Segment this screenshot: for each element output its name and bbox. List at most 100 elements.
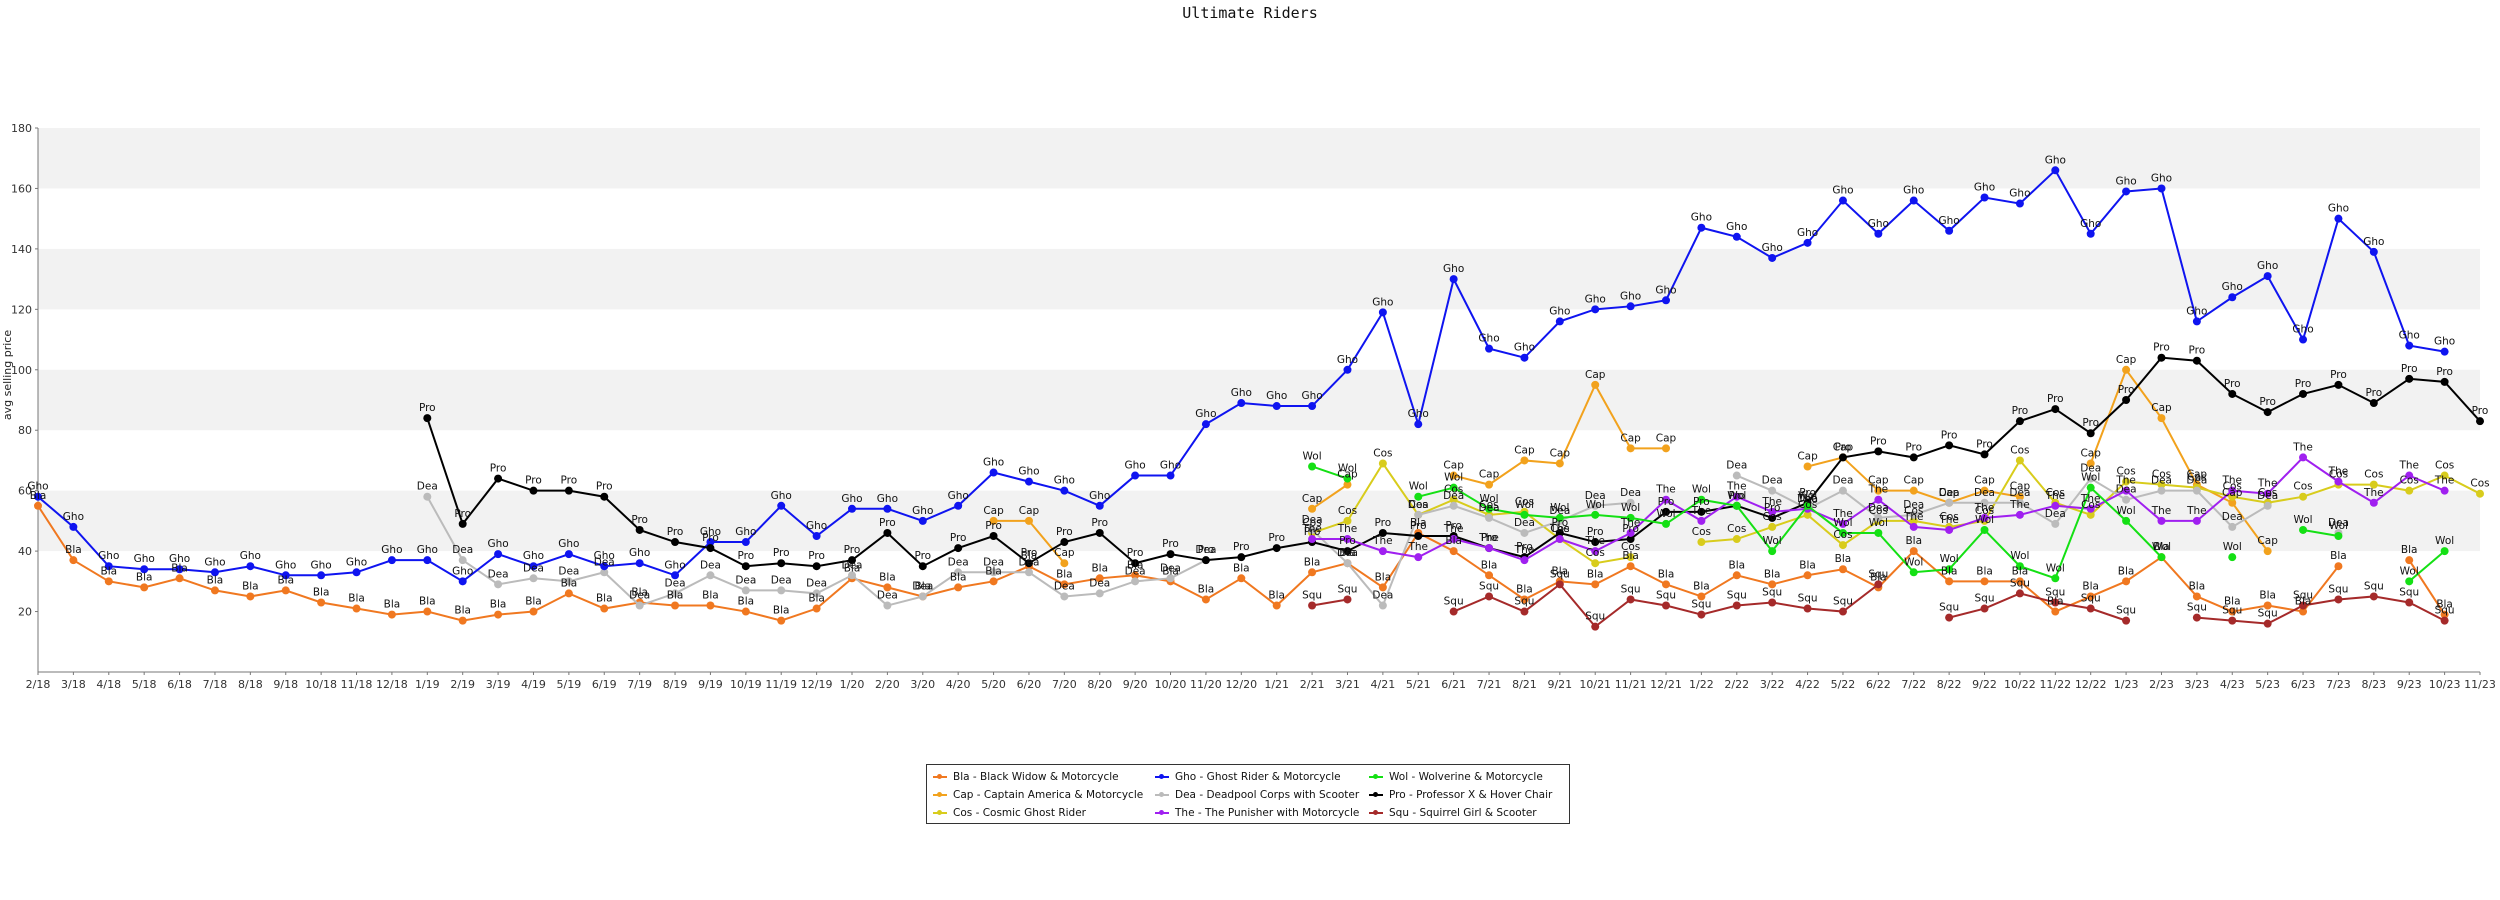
data-point [1697, 516, 1706, 525]
data-label: Pro [844, 544, 861, 556]
data-point [423, 414, 432, 423]
data-label: The [1832, 508, 1853, 520]
x-tick-label: 9/19 [698, 678, 723, 691]
data-point [600, 492, 609, 501]
data-point [1803, 501, 1812, 510]
data-label: Gho [1337, 354, 1358, 366]
data-label: Bla [1056, 568, 1073, 580]
data-point [2086, 504, 2095, 513]
data-label: Bla [773, 605, 790, 617]
data-label: Gho [983, 457, 1004, 469]
x-tick-label: 8/20 [1087, 678, 1112, 691]
data-point [2122, 516, 2131, 525]
data-label: Cap [2257, 535, 2278, 547]
data-point [1662, 507, 1670, 516]
data-label: Wol [1621, 502, 1640, 514]
data-label: Pro [596, 481, 613, 493]
data-label: Cos [2010, 444, 2029, 456]
data-label: Cap [1443, 460, 1464, 472]
data-point [1980, 604, 1989, 613]
data-label: The [2045, 490, 2066, 502]
x-tick-label: 12/19 [801, 678, 833, 691]
data-label: Dea [1018, 556, 1039, 568]
data-point [1591, 510, 1600, 519]
data-label: Squ [1337, 583, 1357, 595]
data-label: Pro [1233, 541, 1250, 553]
data-label: Cos [2046, 487, 2065, 499]
series-line [1311, 483, 1349, 510]
data-point [2192, 613, 2201, 622]
data-label: Pro [914, 550, 931, 562]
x-tick-label: 10/22 [2004, 678, 2036, 691]
data-point [1449, 535, 1458, 544]
data-label: Gho [948, 490, 969, 502]
data-label: The [2292, 441, 2313, 453]
data-point [741, 562, 750, 571]
data-point [1591, 501, 1600, 510]
data-label: Gho [1903, 185, 1924, 197]
data-point [1201, 556, 1210, 565]
x-tick-label: 1/23 [2114, 678, 2139, 691]
data-point [1697, 538, 1706, 547]
data-point [1662, 495, 1670, 504]
data-point [1662, 296, 1670, 305]
legend-label: The - The Punisher with Motorcycle [1175, 807, 1360, 819]
data-point [1591, 538, 1600, 547]
series-squ [1308, 580, 2449, 631]
data-point [2440, 616, 2449, 625]
data-point [1626, 302, 1635, 311]
data-label: Bla [2436, 599, 2453, 611]
x-tick-label: 7/20 [1052, 678, 1077, 691]
data-point [1732, 471, 1741, 480]
data-point [1768, 580, 1777, 589]
data-point [2405, 556, 2414, 565]
data-point [1874, 513, 1883, 522]
legend-swatch [933, 808, 947, 818]
data-point [1166, 574, 1175, 583]
data-point [1060, 486, 1069, 495]
legend-label: Dea - Deadpool Corps with Scooter [1175, 789, 1360, 801]
data-label: The [2080, 493, 2101, 505]
data-point [1024, 477, 1033, 486]
legend-item-the: The - The Punisher with Motorcycle [1155, 804, 1369, 822]
data-point [1308, 462, 1317, 471]
data-point [1095, 528, 1104, 537]
data-label: Pro [1339, 535, 1356, 547]
x-tick-label: 12/21 [1650, 678, 1682, 691]
x-tick-label: 12/22 [2075, 678, 2107, 691]
data-point [2440, 610, 2449, 619]
x-tick-label: 8/22 [1937, 678, 1962, 691]
point-labels: Bla Bla Bla Bla Bla Bla Bla Bla Bla Bla Bla Bla Bla B… [27, 154, 2489, 622]
data-point [1485, 571, 1494, 580]
data-point [2051, 519, 2060, 528]
data-point [1555, 535, 1564, 544]
data-point [423, 492, 432, 501]
data-point [2122, 577, 2131, 586]
data-label: Bla [915, 580, 932, 592]
data-point [1343, 595, 1352, 604]
data-label: Squ [1550, 568, 1570, 580]
data-label: Bla [844, 562, 861, 574]
data-point [1520, 528, 1529, 537]
data-label: Wol [2152, 541, 2171, 553]
data-point [1343, 516, 1352, 525]
data-point [2122, 477, 2131, 486]
data-label: Dea [771, 574, 792, 586]
data-label: Gho [2363, 236, 2384, 248]
x-tick-label: 11/19 [765, 678, 797, 691]
data-label: The [1868, 484, 1889, 496]
x-tick-label: 11/21 [1615, 678, 1647, 691]
data-label: Cos [1621, 541, 1640, 553]
data-label: Dea [1832, 475, 1853, 487]
data-label: Bla [277, 574, 294, 586]
data-point [741, 586, 750, 595]
data-label: Dea [1726, 460, 1747, 472]
data-label: Cos [2435, 460, 2454, 472]
data-point [1555, 317, 1564, 326]
data-label: Gho [700, 526, 721, 538]
data-point [1626, 444, 1635, 453]
x-tick-label: 5/18 [132, 678, 157, 691]
data-label: Pro [1728, 490, 1745, 502]
data-label: Gho [27, 481, 48, 493]
data-point [1024, 516, 1033, 525]
